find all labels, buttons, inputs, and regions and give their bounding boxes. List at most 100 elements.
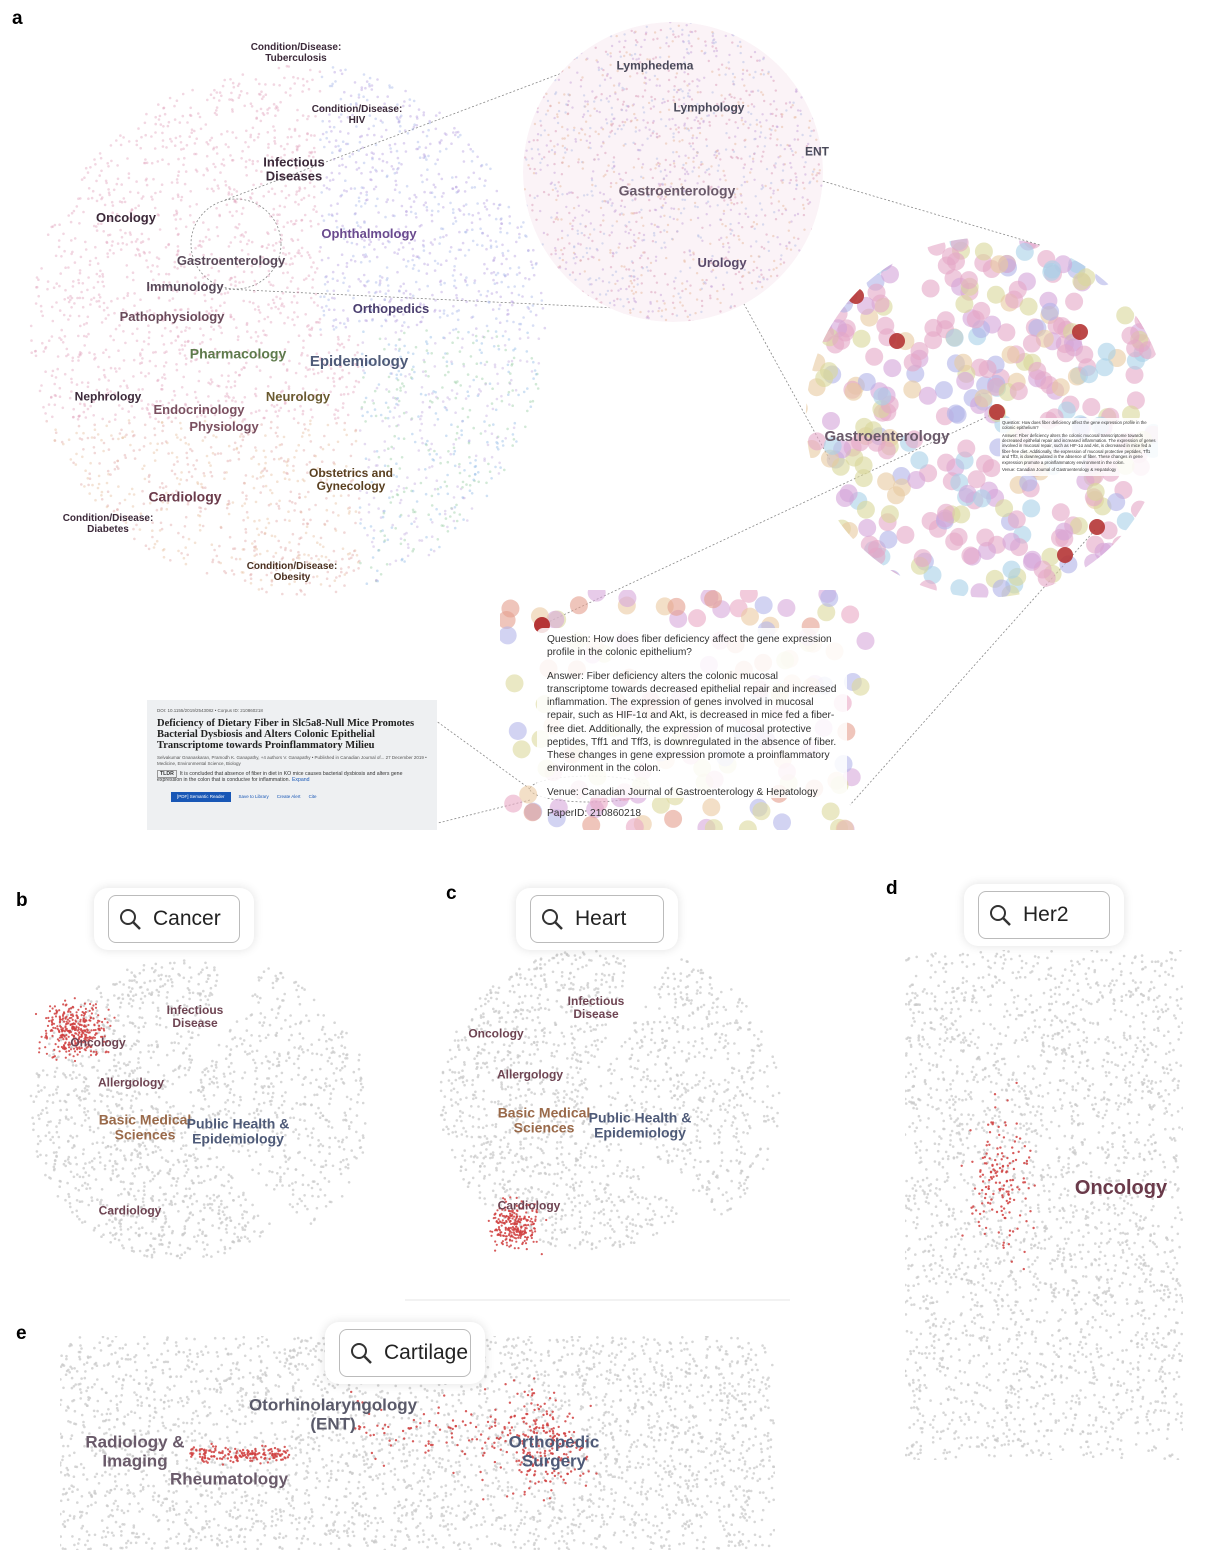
zoom-point — [609, 198, 612, 201]
map-point — [482, 335, 486, 339]
map-point — [379, 516, 383, 519]
map-point — [457, 135, 460, 139]
zoom-point — [690, 45, 693, 48]
map-point — [90, 298, 93, 301]
zoom-point — [815, 174, 818, 177]
zoom-point — [530, 224, 533, 227]
map-point — [469, 461, 472, 465]
map-point — [109, 217, 112, 220]
map-point — [308, 328, 311, 331]
map-point — [283, 205, 287, 209]
map-point — [264, 434, 267, 437]
zoom-point — [540, 24, 543, 27]
zoom-point — [621, 179, 624, 182]
map-point — [158, 114, 162, 118]
map-point — [456, 380, 459, 383]
map-point — [414, 212, 418, 215]
map-point — [531, 304, 535, 307]
map-point — [280, 233, 284, 237]
map-point — [296, 77, 300, 80]
map-point — [144, 374, 147, 378]
zoom-point — [631, 261, 635, 264]
zoom-point — [550, 28, 554, 31]
map-point — [91, 189, 95, 193]
map-point — [125, 433, 128, 437]
zoom-point — [618, 242, 621, 245]
map-point — [359, 561, 362, 565]
map-point — [384, 128, 388, 132]
map-point — [260, 245, 264, 248]
map-point — [309, 225, 313, 228]
map-point — [270, 491, 274, 495]
map-point — [423, 155, 427, 159]
map-point — [175, 213, 178, 216]
map-point — [322, 391, 325, 395]
map-point — [407, 325, 410, 329]
map-point — [420, 410, 424, 414]
map-point — [351, 113, 354, 117]
zoom-point — [560, 236, 564, 240]
map-point — [184, 562, 188, 566]
zoom-point — [673, 85, 676, 88]
map-point — [339, 130, 342, 133]
zoom-point — [766, 278, 769, 281]
map-point — [220, 132, 223, 136]
map-point — [438, 242, 441, 245]
map-point — [465, 283, 469, 287]
map-point — [341, 375, 344, 379]
map-point — [406, 476, 409, 479]
map-point — [483, 457, 486, 461]
zoom-point — [660, 246, 663, 250]
map-point — [196, 400, 200, 404]
map-point — [347, 132, 350, 135]
zoom-point — [526, 36, 529, 39]
map-point — [295, 193, 298, 196]
zoom-point — [634, 126, 638, 129]
map-point — [125, 275, 129, 279]
zoom-point — [782, 305, 785, 308]
map-point — [405, 531, 408, 535]
zoom-point — [777, 291, 780, 295]
map-point — [117, 485, 120, 488]
map-point — [377, 548, 381, 552]
map-point — [388, 300, 391, 304]
map-point — [237, 373, 241, 377]
zoom-point — [531, 75, 534, 78]
map-point — [519, 359, 522, 362]
zoom-point — [700, 299, 704, 303]
map-point — [197, 379, 201, 383]
map-point — [298, 362, 301, 365]
map-point — [58, 336, 61, 340]
zoom-point — [561, 137, 564, 140]
map-point — [410, 368, 414, 371]
map-point — [78, 296, 82, 300]
map-point — [404, 289, 408, 293]
zoom-point — [797, 66, 800, 69]
map-point — [416, 255, 420, 258]
zoom-point — [777, 29, 781, 33]
map-point — [230, 159, 234, 162]
map-point — [335, 226, 339, 229]
map-point — [299, 404, 302, 408]
map-point — [179, 308, 182, 312]
map-point — [174, 136, 178, 140]
map-point — [284, 196, 288, 200]
zoom-point — [625, 87, 628, 91]
map-point — [280, 443, 284, 446]
map-point — [424, 468, 427, 471]
map-point — [213, 88, 216, 92]
zoom-point — [605, 122, 609, 125]
map-point — [95, 225, 98, 228]
zoom-point — [587, 210, 591, 213]
map-point — [188, 205, 192, 208]
zoom-point — [577, 204, 580, 207]
map-point — [292, 464, 295, 468]
map-point — [496, 442, 499, 445]
map-point — [364, 457, 368, 461]
map-point — [426, 352, 430, 355]
map-point — [283, 321, 286, 325]
map-point — [157, 214, 160, 217]
zoom-point — [546, 109, 550, 112]
zoom-point — [675, 128, 678, 131]
map-point — [167, 452, 170, 455]
